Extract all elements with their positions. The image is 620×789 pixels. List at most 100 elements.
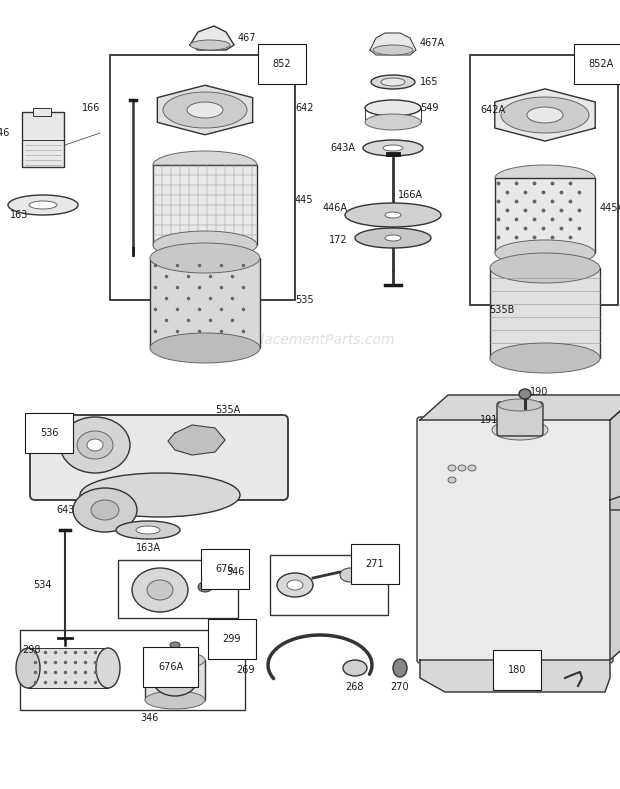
Bar [153, 165, 257, 245]
Bar [28, 648, 108, 688]
Polygon shape [495, 89, 595, 141]
Text: 166: 166 [82, 103, 100, 113]
Ellipse shape [116, 521, 180, 539]
Ellipse shape [277, 573, 313, 597]
Text: 446: 446 [0, 128, 10, 138]
Text: 445: 445 [295, 195, 314, 205]
Polygon shape [370, 33, 416, 55]
Text: 643A: 643A [330, 143, 355, 153]
Text: 191: 191 [480, 415, 498, 425]
Text: eReplacementParts.com: eReplacementParts.com [225, 333, 395, 347]
Polygon shape [190, 26, 234, 50]
Bar [270, 555, 388, 615]
Ellipse shape [77, 431, 113, 459]
Ellipse shape [163, 92, 247, 128]
Text: 467: 467 [238, 33, 257, 43]
Bar [110, 55, 295, 300]
Ellipse shape [355, 228, 431, 248]
Text: 535B: 535B [489, 305, 515, 315]
Ellipse shape [468, 465, 476, 471]
Text: 346: 346 [140, 713, 158, 723]
Ellipse shape [385, 235, 401, 241]
Text: 181: 181 [508, 655, 526, 665]
Text: 549: 549 [420, 103, 438, 113]
Ellipse shape [385, 212, 401, 218]
Polygon shape [168, 425, 225, 455]
Text: 445A: 445A [600, 203, 620, 213]
Ellipse shape [371, 75, 415, 89]
Ellipse shape [343, 660, 367, 676]
Bar [118, 560, 238, 618]
Ellipse shape [527, 107, 563, 123]
Ellipse shape [29, 201, 57, 209]
Ellipse shape [187, 102, 223, 118]
Ellipse shape [60, 417, 130, 473]
Text: 536: 536 [40, 428, 58, 438]
Ellipse shape [498, 399, 542, 411]
Text: 165: 165 [420, 77, 438, 87]
Ellipse shape [448, 477, 456, 483]
Ellipse shape [80, 473, 240, 517]
Text: 535A: 535A [215, 405, 241, 415]
Text: 446A: 446A [323, 203, 348, 213]
Bar [495, 178, 595, 253]
Ellipse shape [501, 97, 589, 133]
Text: 534: 534 [33, 580, 52, 590]
Text: 298: 298 [22, 645, 40, 655]
FancyBboxPatch shape [497, 402, 543, 436]
Ellipse shape [492, 420, 548, 440]
Bar [22, 112, 64, 167]
Text: 269: 269 [236, 665, 255, 675]
Text: 163: 163 [10, 210, 29, 220]
Ellipse shape [365, 114, 421, 130]
Ellipse shape [91, 500, 119, 520]
Text: 163A: 163A [136, 543, 161, 553]
Ellipse shape [345, 203, 441, 227]
Ellipse shape [16, 648, 40, 688]
Ellipse shape [153, 664, 197, 696]
Text: 642: 642 [295, 103, 314, 113]
Ellipse shape [363, 140, 423, 156]
Ellipse shape [153, 231, 257, 259]
Ellipse shape [198, 582, 212, 592]
Text: 676: 676 [216, 564, 234, 574]
Polygon shape [420, 395, 620, 420]
Text: 643: 643 [56, 505, 75, 515]
Ellipse shape [448, 465, 456, 471]
Ellipse shape [381, 78, 405, 86]
Text: 268: 268 [346, 682, 365, 692]
Ellipse shape [383, 145, 403, 151]
Bar [33, 108, 51, 116]
Ellipse shape [373, 45, 413, 55]
Polygon shape [420, 660, 610, 692]
Text: 467A: 467A [420, 38, 445, 48]
Ellipse shape [145, 691, 205, 709]
Text: 271: 271 [365, 559, 384, 569]
Bar [470, 55, 618, 305]
Text: 180: 180 [508, 665, 526, 675]
Ellipse shape [340, 568, 360, 582]
Ellipse shape [495, 240, 595, 266]
Ellipse shape [150, 243, 260, 273]
Text: 852: 852 [272, 59, 291, 69]
Ellipse shape [132, 568, 188, 612]
Ellipse shape [8, 195, 78, 215]
Ellipse shape [96, 648, 120, 688]
Ellipse shape [145, 651, 205, 669]
Text: 270: 270 [391, 682, 409, 692]
Ellipse shape [150, 333, 260, 363]
Ellipse shape [287, 580, 303, 590]
Text: 676A: 676A [158, 662, 183, 672]
FancyBboxPatch shape [417, 417, 613, 663]
FancyBboxPatch shape [30, 415, 288, 500]
Bar [20, 630, 245, 710]
Ellipse shape [458, 465, 466, 471]
Ellipse shape [393, 659, 407, 677]
Text: 190: 190 [530, 387, 548, 397]
Ellipse shape [170, 642, 180, 648]
Text: 535: 535 [295, 295, 314, 305]
Bar [490, 268, 600, 358]
Ellipse shape [495, 165, 595, 191]
Ellipse shape [490, 343, 600, 373]
Text: 642A: 642A [480, 105, 505, 115]
